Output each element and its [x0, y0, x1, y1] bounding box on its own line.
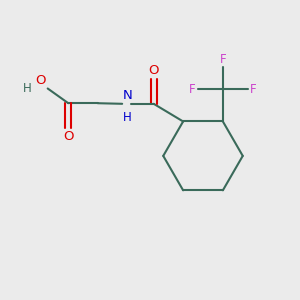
Text: F: F: [220, 52, 226, 65]
Text: F: F: [189, 82, 196, 96]
Text: H: H: [123, 111, 132, 124]
Text: O: O: [63, 130, 74, 143]
Text: N: N: [122, 89, 132, 102]
Text: O: O: [148, 64, 159, 77]
Text: H: H: [23, 82, 32, 95]
Text: F: F: [250, 82, 257, 96]
Text: O: O: [36, 74, 46, 87]
